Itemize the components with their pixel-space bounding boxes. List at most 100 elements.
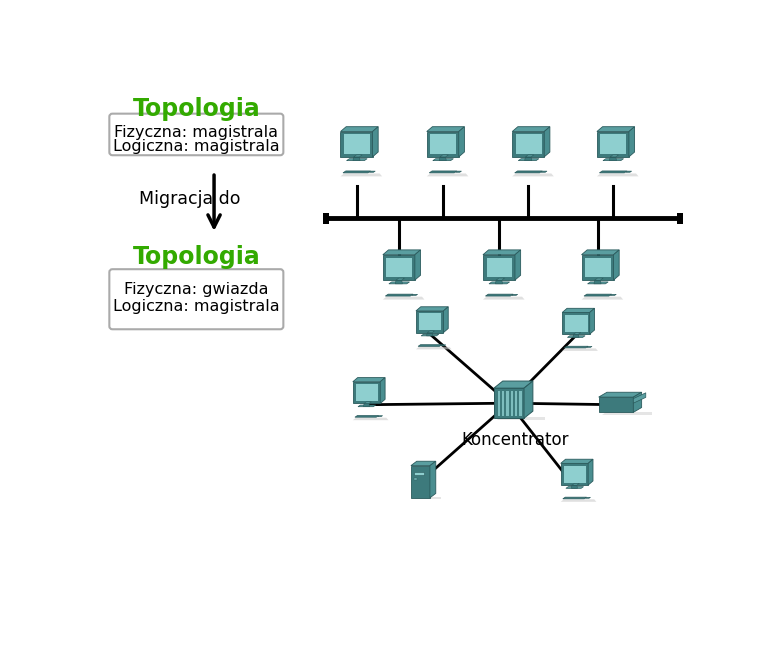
- Polygon shape: [440, 155, 448, 157]
- Polygon shape: [625, 171, 632, 172]
- Polygon shape: [363, 404, 369, 407]
- Polygon shape: [352, 418, 389, 420]
- Polygon shape: [427, 333, 433, 336]
- Polygon shape: [352, 378, 385, 382]
- Polygon shape: [524, 381, 533, 418]
- Polygon shape: [369, 171, 375, 172]
- Polygon shape: [383, 250, 421, 255]
- Polygon shape: [597, 173, 638, 176]
- Bar: [677, 213, 683, 224]
- Polygon shape: [377, 416, 383, 417]
- Polygon shape: [601, 134, 626, 154]
- Polygon shape: [585, 497, 591, 498]
- Polygon shape: [518, 158, 539, 160]
- Polygon shape: [560, 459, 593, 464]
- Polygon shape: [512, 126, 550, 132]
- Polygon shape: [573, 334, 579, 338]
- Polygon shape: [418, 345, 442, 346]
- Polygon shape: [340, 132, 373, 157]
- Polygon shape: [444, 307, 448, 333]
- Polygon shape: [411, 466, 430, 498]
- Polygon shape: [414, 497, 441, 499]
- Polygon shape: [411, 461, 436, 466]
- Polygon shape: [346, 158, 367, 160]
- Polygon shape: [383, 297, 424, 299]
- Polygon shape: [563, 497, 587, 499]
- Polygon shape: [496, 278, 505, 280]
- Polygon shape: [581, 255, 614, 280]
- Polygon shape: [483, 250, 521, 255]
- Polygon shape: [483, 297, 525, 299]
- Polygon shape: [590, 308, 594, 334]
- Text: Logiczna: magistrala: Logiczna: magistrala: [113, 140, 280, 155]
- Polygon shape: [574, 333, 581, 334]
- Bar: [414, 477, 417, 480]
- Text: Koncentrator: Koncentrator: [461, 431, 569, 449]
- Polygon shape: [497, 417, 545, 420]
- Polygon shape: [485, 294, 513, 296]
- Text: Fizyczna: magistrala: Fizyczna: magistrala: [114, 125, 278, 140]
- Polygon shape: [544, 126, 550, 157]
- Polygon shape: [599, 171, 627, 173]
- Polygon shape: [486, 258, 512, 277]
- Polygon shape: [495, 280, 502, 284]
- Polygon shape: [340, 126, 378, 132]
- Polygon shape: [433, 158, 454, 160]
- Polygon shape: [358, 405, 376, 407]
- Polygon shape: [515, 171, 543, 173]
- Polygon shape: [633, 393, 642, 412]
- Bar: [498, 391, 500, 416]
- Polygon shape: [415, 250, 421, 280]
- Polygon shape: [581, 250, 619, 255]
- Polygon shape: [629, 126, 635, 157]
- Polygon shape: [352, 382, 380, 404]
- Polygon shape: [603, 158, 624, 160]
- Polygon shape: [515, 250, 521, 280]
- Polygon shape: [602, 412, 652, 415]
- Polygon shape: [354, 155, 363, 157]
- Polygon shape: [494, 381, 533, 388]
- Polygon shape: [427, 132, 458, 157]
- Polygon shape: [594, 280, 601, 284]
- Polygon shape: [343, 171, 371, 173]
- Polygon shape: [356, 384, 378, 401]
- Polygon shape: [489, 282, 509, 284]
- Text: Logiczna: magistrala: Logiczna: magistrala: [113, 299, 280, 314]
- Polygon shape: [396, 278, 404, 280]
- Polygon shape: [541, 171, 547, 172]
- FancyBboxPatch shape: [109, 269, 284, 329]
- Polygon shape: [598, 397, 633, 412]
- Polygon shape: [526, 155, 534, 157]
- Polygon shape: [429, 171, 457, 173]
- Polygon shape: [633, 393, 645, 403]
- Polygon shape: [611, 294, 616, 295]
- Polygon shape: [458, 126, 465, 157]
- Polygon shape: [395, 280, 403, 284]
- Polygon shape: [588, 459, 593, 485]
- Polygon shape: [385, 294, 413, 296]
- Polygon shape: [380, 378, 385, 404]
- Bar: [322, 213, 329, 224]
- Polygon shape: [584, 294, 611, 296]
- FancyBboxPatch shape: [109, 113, 284, 155]
- Text: Topologia: Topologia: [133, 245, 261, 269]
- Polygon shape: [562, 308, 594, 312]
- Polygon shape: [416, 347, 451, 349]
- Polygon shape: [560, 464, 588, 485]
- Polygon shape: [340, 173, 382, 176]
- Polygon shape: [439, 157, 446, 160]
- Polygon shape: [483, 255, 515, 280]
- Polygon shape: [564, 346, 588, 348]
- Polygon shape: [610, 155, 618, 157]
- Polygon shape: [564, 466, 586, 482]
- Polygon shape: [587, 282, 608, 284]
- Polygon shape: [571, 485, 577, 488]
- Polygon shape: [412, 294, 417, 295]
- Bar: [414, 472, 424, 475]
- Polygon shape: [597, 132, 629, 157]
- Polygon shape: [383, 255, 415, 280]
- Polygon shape: [609, 157, 617, 160]
- Bar: [515, 391, 517, 416]
- Text: Migracja do: Migracja do: [138, 190, 240, 208]
- Polygon shape: [587, 346, 592, 348]
